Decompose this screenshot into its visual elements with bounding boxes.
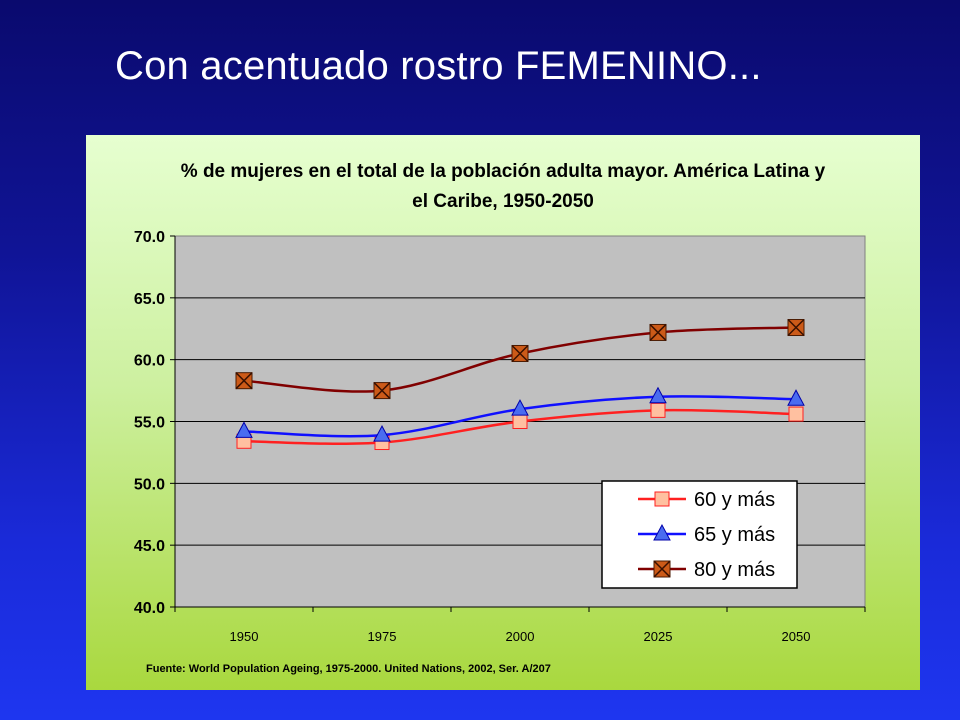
chart-title: % de mujeres en el total de la población… [86, 157, 920, 217]
x-tick-label: 2025 [644, 629, 673, 644]
data-point-2 [511, 399, 529, 416]
y-tick-label: 40.0 [134, 600, 165, 617]
chart-panel: % de mujeres en el total de la población… [86, 135, 920, 690]
data-point-3-cross [649, 323, 667, 341]
x-tick-label: 2050 [782, 629, 811, 644]
data-point-3-cross [235, 372, 253, 390]
y-tick-label: 45.0 [134, 538, 165, 555]
x-tick-label: 2000 [506, 629, 535, 644]
y-tick-label: 70.0 [134, 229, 165, 246]
y-tick-label: 55.0 [134, 415, 165, 432]
legend-label-2: 65 y más [694, 524, 775, 546]
data-point-2 [649, 386, 667, 404]
line-chart: 40.0 45.0 50.0 55.0 60.0 65.0 70.0 1950 1975 2000… [134, 229, 866, 644]
legend-box [601, 480, 798, 589]
data-point-1 [650, 402, 666, 418]
data-point-2 [787, 389, 805, 406]
data-point-2 [373, 425, 391, 442]
x-tick-label: 1950 [230, 629, 259, 644]
chart-title-line1: % de mujeres en el total de la población… [180, 161, 826, 182]
legend-label-3: 80 y más [694, 559, 775, 581]
legend-marker-3-cross [653, 560, 671, 578]
data-point-3-cross [511, 344, 529, 363]
legend-marker-2 [653, 523, 671, 541]
data-point-3-cross [373, 382, 391, 400]
y-tick-label: 65.0 [134, 291, 165, 308]
y-tick-label: 50.0 [134, 476, 165, 493]
data-point-2 [235, 421, 253, 438]
data-point-3-cross [787, 318, 805, 337]
chart-source: Fuente: World Population Ageing, 1975-20… [146, 663, 551, 675]
legend-marker-1 [654, 491, 670, 507]
slide-title: Con acentuado rostro FEMENINO... [115, 44, 762, 88]
y-tick-label: 60.0 [134, 353, 165, 370]
data-point-1 [788, 406, 804, 422]
legend-label-1: 60 y más [694, 489, 775, 511]
chart-title-line2: el Caribe, 1950-2050 [412, 191, 594, 212]
x-tick-label: 1975 [368, 629, 397, 644]
data-point-1 [512, 414, 528, 429]
